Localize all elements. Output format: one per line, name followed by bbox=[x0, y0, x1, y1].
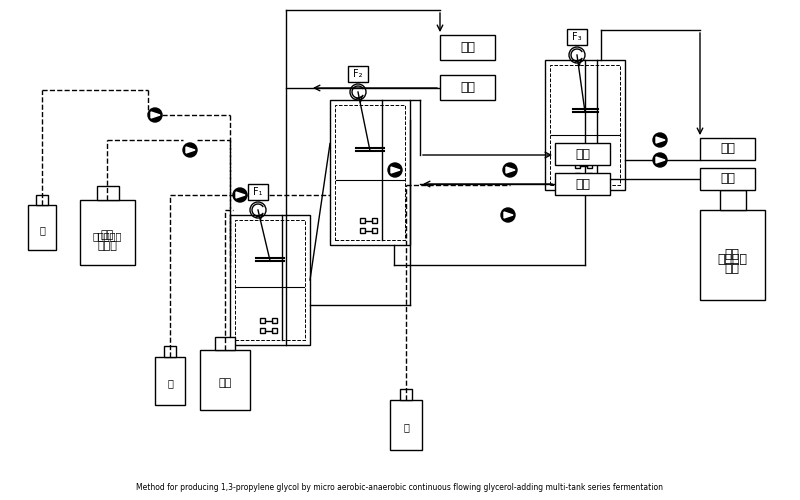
Bar bbox=[575, 173, 580, 178]
Bar bbox=[260, 318, 265, 323]
Bar bbox=[700, 168, 755, 190]
Text: Method for producing 1,3-propylene glycol by micro aerobic-anaerobic continuous : Method for producing 1,3-propylene glyco… bbox=[137, 483, 663, 492]
Text: 甘油培养基: 甘油培养基 bbox=[93, 231, 122, 241]
Text: 甘油: 甘油 bbox=[218, 378, 232, 388]
Circle shape bbox=[653, 153, 667, 167]
Polygon shape bbox=[504, 212, 513, 218]
Bar bbox=[587, 163, 592, 168]
Text: 产品: 产品 bbox=[725, 248, 739, 262]
Circle shape bbox=[501, 208, 515, 222]
Bar bbox=[248, 184, 268, 200]
Bar bbox=[719, 190, 746, 210]
Bar bbox=[575, 163, 580, 168]
Bar bbox=[97, 186, 118, 200]
Bar bbox=[330, 100, 410, 245]
Bar bbox=[360, 228, 365, 233]
Polygon shape bbox=[151, 112, 160, 118]
Bar bbox=[348, 66, 368, 82]
Polygon shape bbox=[656, 157, 665, 163]
Bar bbox=[272, 318, 277, 323]
Bar bbox=[372, 218, 377, 223]
Bar bbox=[37, 195, 48, 205]
Text: 产品储羐: 产品储羐 bbox=[718, 253, 747, 266]
Text: 氮气: 氮气 bbox=[575, 178, 590, 190]
Bar bbox=[260, 328, 265, 333]
Bar bbox=[215, 337, 235, 350]
Bar bbox=[567, 29, 587, 45]
Bar bbox=[390, 400, 422, 450]
Bar bbox=[587, 173, 592, 178]
Bar bbox=[28, 205, 56, 250]
Bar bbox=[335, 105, 405, 240]
Text: 氮气: 氮气 bbox=[720, 172, 735, 186]
Bar bbox=[200, 350, 250, 410]
Bar bbox=[235, 220, 305, 340]
Bar bbox=[555, 173, 610, 195]
Text: 储羐: 储羐 bbox=[725, 262, 739, 274]
Bar bbox=[700, 138, 755, 160]
Text: F₃: F₃ bbox=[572, 32, 582, 42]
Text: 尾气: 尾气 bbox=[460, 41, 475, 54]
Text: 空气: 空气 bbox=[460, 81, 475, 94]
Text: 尾气: 尾气 bbox=[720, 142, 735, 156]
Polygon shape bbox=[506, 167, 515, 173]
Text: 碱: 碱 bbox=[167, 378, 173, 388]
Text: 碱: 碱 bbox=[403, 422, 409, 432]
Bar bbox=[400, 389, 413, 400]
Circle shape bbox=[503, 163, 517, 177]
Bar bbox=[440, 35, 495, 60]
Bar bbox=[155, 357, 185, 405]
Bar bbox=[360, 218, 365, 223]
Text: F₁: F₁ bbox=[254, 187, 262, 197]
Bar bbox=[372, 228, 377, 233]
Circle shape bbox=[653, 133, 667, 147]
Text: 甘油: 甘油 bbox=[100, 230, 114, 240]
Circle shape bbox=[388, 163, 402, 177]
Bar bbox=[555, 143, 610, 165]
Bar bbox=[272, 328, 277, 333]
Polygon shape bbox=[186, 147, 195, 153]
Bar bbox=[550, 65, 620, 185]
Bar bbox=[700, 210, 765, 300]
Bar bbox=[80, 200, 135, 265]
Bar bbox=[164, 346, 176, 357]
Text: F₂: F₂ bbox=[354, 69, 362, 79]
Text: 尾气: 尾气 bbox=[575, 148, 590, 160]
Polygon shape bbox=[656, 137, 665, 143]
Bar bbox=[230, 215, 310, 345]
Bar bbox=[440, 75, 495, 100]
Polygon shape bbox=[236, 192, 245, 198]
Polygon shape bbox=[391, 167, 400, 173]
Circle shape bbox=[233, 188, 247, 202]
Bar bbox=[545, 60, 625, 190]
Text: 培养基: 培养基 bbox=[97, 241, 117, 251]
Circle shape bbox=[148, 108, 162, 122]
Circle shape bbox=[183, 143, 197, 157]
Text: 碱: 碱 bbox=[39, 225, 45, 235]
